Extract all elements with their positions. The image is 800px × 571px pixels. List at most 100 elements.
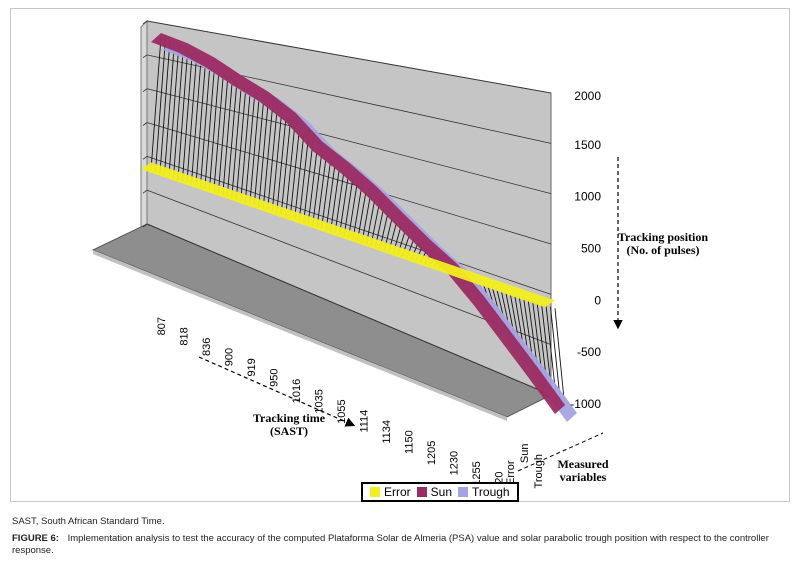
y-axis-title-line1: Tracking position [618,230,708,244]
hatch-line [312,145,324,226]
z-axis-title-line2: variables [560,470,607,484]
hatch-line [545,305,557,397]
depth-label-error: Error [505,460,517,485]
y-tick-label: -500 [577,345,601,359]
x-tick-label: 919 [246,358,258,376]
hatch-line [285,116,297,217]
legend-item-error: Error [370,485,411,499]
gridline [146,88,552,195]
series-ribbons [141,33,577,422]
x-tick-label: 836 [201,338,213,356]
hatch-line [181,49,193,182]
hatch-line [226,76,238,197]
hatch-line [258,95,270,208]
hatch-line [244,87,256,203]
legend-label: Trough [472,485,510,499]
hatch-line [186,52,198,183]
x-tick-label: 1035 [314,389,326,413]
y-tick-label: 1500 [574,138,601,152]
legend-swatch [458,487,469,497]
gridline [146,189,552,346]
x-tick-label: 1150 [404,430,416,454]
hatch-line [298,131,310,221]
x-tick-label: 1230 [449,451,461,475]
legend-item-trough: Trough [458,485,510,499]
legend-swatch [416,487,427,497]
hatch-line [249,90,261,205]
hatch-line [222,73,234,195]
hatch-line [289,121,301,218]
gridline-side [142,122,148,126]
z-axis-guide [517,432,604,472]
hatch-line [190,54,202,185]
x-tick-label: 1134 [381,420,393,444]
hatch-line [316,149,328,228]
hatch-line [321,152,333,229]
hatch-line [554,308,566,410]
legend-item-sun: Sun [416,485,453,499]
series-ribbon-error [141,162,555,308]
hatch-line [159,40,171,174]
hatch-line [213,67,225,192]
hatch-line [177,47,189,180]
gridline [146,155,552,295]
hatch-line [231,79,243,198]
caption-label: FIGURE 6: [12,533,59,544]
y-tick-labels: 2000 1500 1000 500 0 -500 -1000 [570,89,601,411]
y-tick-label: -1000 [570,397,601,411]
chart-svg: 2000 1500 1000 500 0 -500 -1000 807 818 836 900 91… [91,19,708,496]
gridline-side [142,88,148,92]
gridline [146,223,552,396]
hatch-line [172,45,184,179]
gridline-side [142,189,148,194]
figure-caption: FIGURE 6: Implementation analysis to tes… [12,533,788,557]
chart-legend: Error Sun Trough [361,482,519,502]
hatch-line [271,106,283,212]
x-tick-label: 807 [156,317,168,335]
hatch-line [195,56,207,186]
y-axis-title-line2: (No. of pulses) [626,243,699,257]
x-tick-label: 950 [269,369,281,387]
gridline-side [142,20,148,25]
hatch-line [253,93,265,206]
hatch-line [199,59,211,188]
hatch-line [550,306,561,403]
x-tick-label: 1114 [359,410,371,433]
chart-frame: 2000 1500 1000 500 0 -500 -1000 807 818 836 900 91… [10,8,790,502]
hatch-line [204,61,216,189]
hatch-line [307,140,319,225]
chart-floor-edge [93,250,507,421]
x-tick-label: 1016 [291,379,303,403]
hatch-line [150,36,162,171]
hatch-line [303,136,315,223]
x-tick-label: 1205 [426,441,438,465]
x-axis-title-line2: (SAST) [270,424,308,438]
x-axis-arrow [198,356,356,427]
hatch-line [325,156,337,231]
chart-side-wall [140,19,148,237]
y-tick-label: 500 [581,242,601,256]
hatch-line [217,70,229,194]
hatch-line [276,109,288,214]
hatch-line [330,159,342,232]
gridline [146,20,552,94]
depth-label-trough: Trough [533,454,545,488]
hatch-line [208,64,220,191]
gridline-side [142,54,148,59]
legend-label: Sun [430,485,453,499]
legend-swatch [370,487,380,497]
z-axis-title-line1: Measured [557,457,608,471]
gridline-side [142,223,148,228]
hatch-line [168,43,180,177]
caption-text: Implementation analysis to test the accu… [12,533,769,556]
hatch-line [280,113,292,215]
x-tick-label: 900 [224,348,236,366]
hatch-line [155,38,166,172]
gridline [146,122,552,245]
hatch-line [235,82,247,200]
gridlines [142,20,552,396]
hatch-line [267,102,279,211]
hatch-line [164,42,175,175]
abbreviation-note: SAST, South African Standard Time. [12,516,165,527]
